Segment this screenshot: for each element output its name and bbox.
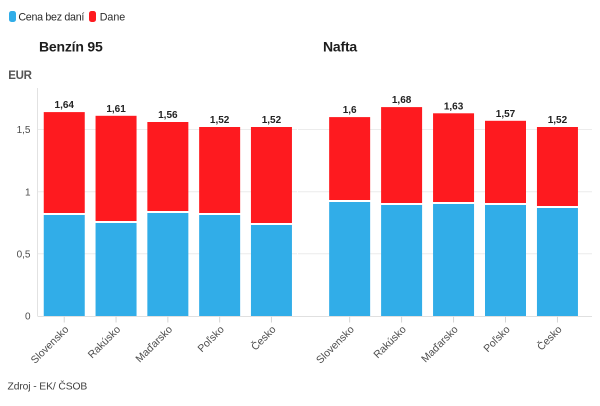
svg-text:1,63: 1,63 <box>444 101 464 112</box>
svg-text:1: 1 <box>25 187 31 198</box>
svg-text:1,5: 1,5 <box>17 125 31 136</box>
svg-text:Zdroj - EK/ ČSOB: Zdroj - EK/ ČSOB <box>8 380 88 393</box>
svg-text:1,57: 1,57 <box>496 109 516 120</box>
svg-text:EUR: EUR <box>8 70 32 82</box>
svg-text:1,52: 1,52 <box>210 115 230 126</box>
svg-text:0,5: 0,5 <box>17 249 31 260</box>
svg-text:Benzín 95: Benzín 95 <box>39 38 103 54</box>
svg-text:Cena bez daní: Cena bez daní <box>18 12 84 24</box>
svg-text:1,68: 1,68 <box>392 95 412 106</box>
svg-text:1,6: 1,6 <box>343 105 357 116</box>
svg-text:1,61: 1,61 <box>106 104 126 115</box>
svg-text:1,52: 1,52 <box>262 115 282 126</box>
svg-text:Dane: Dane <box>100 12 126 24</box>
svg-text:1,52: 1,52 <box>548 115 568 126</box>
svg-text:Nafta: Nafta <box>323 38 357 54</box>
svg-text:1,56: 1,56 <box>158 110 178 121</box>
svg-text:0: 0 <box>25 312 31 323</box>
svg-text:1,64: 1,64 <box>55 100 75 111</box>
